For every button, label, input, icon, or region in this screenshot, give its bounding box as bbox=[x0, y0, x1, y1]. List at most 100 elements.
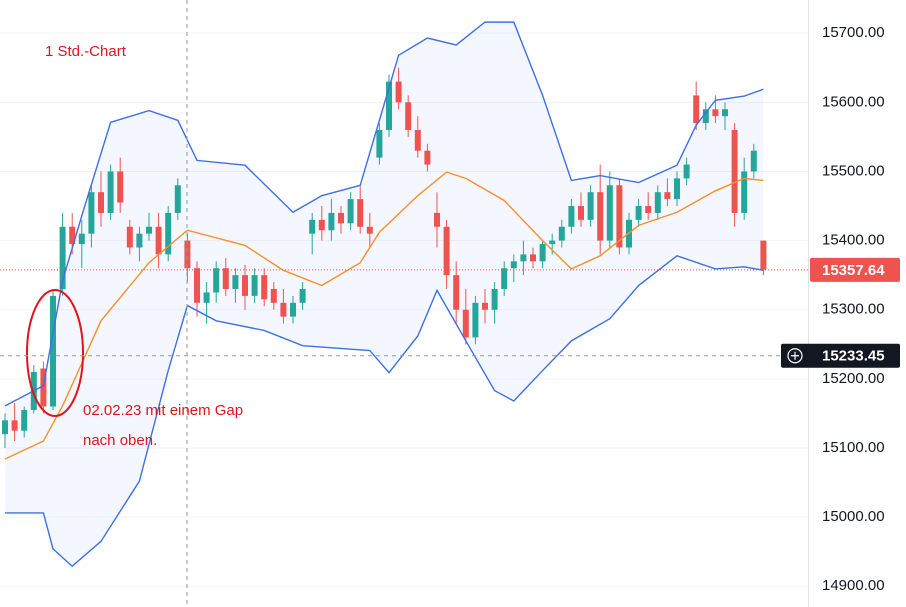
candles bbox=[2, 67, 767, 448]
candle-body bbox=[165, 212, 172, 255]
y-tick-label: 15400.00 bbox=[822, 232, 885, 249]
candle-body bbox=[530, 254, 536, 262]
y-tick-label: 15500.00 bbox=[822, 162, 885, 179]
grid bbox=[0, 32, 808, 587]
candle-body bbox=[117, 171, 124, 203]
candle-body bbox=[674, 178, 680, 200]
candle-body bbox=[414, 129, 421, 151]
candle-body bbox=[702, 109, 709, 124]
annotation: 02.02.23 mit einem Gap bbox=[83, 402, 243, 419]
candle-body bbox=[366, 226, 373, 234]
candle-body bbox=[616, 185, 623, 248]
candle-body bbox=[290, 302, 296, 317]
highlight-ellipse bbox=[26, 289, 84, 417]
candle-body bbox=[40, 368, 47, 407]
last-price-box bbox=[810, 257, 900, 282]
y-tick-label: 14900.00 bbox=[822, 577, 885, 594]
candle-body bbox=[578, 206, 584, 220]
candle-body bbox=[395, 81, 402, 103]
candle-body bbox=[683, 164, 690, 179]
candle-body bbox=[760, 240, 767, 270]
candle-body bbox=[107, 171, 114, 213]
plus-icon bbox=[787, 348, 803, 364]
candle-body bbox=[434, 212, 440, 227]
annotation: 1 Std.-Chart bbox=[45, 43, 127, 60]
price-axis-bg bbox=[808, 0, 906, 607]
candle-body bbox=[184, 240, 191, 269]
candle-body bbox=[50, 295, 56, 407]
candle-body bbox=[261, 275, 268, 300]
candle-body bbox=[606, 185, 613, 241]
candle-body bbox=[635, 206, 642, 220]
candle-body bbox=[654, 192, 661, 213]
candle-body bbox=[59, 226, 66, 289]
candle-body bbox=[645, 206, 652, 213]
candle-body bbox=[270, 288, 277, 303]
candle-body bbox=[203, 292, 210, 303]
candle-body bbox=[328, 212, 335, 231]
candle-body bbox=[376, 129, 383, 158]
crosshair-box bbox=[781, 343, 900, 368]
band-line bbox=[5, 255, 764, 568]
candle-body bbox=[78, 233, 85, 245]
candle-body bbox=[386, 81, 392, 130]
candle-body bbox=[347, 199, 354, 224]
candle-body bbox=[664, 192, 671, 200]
candle-body bbox=[712, 109, 719, 117]
candle-body bbox=[11, 420, 18, 431]
candle-body bbox=[520, 254, 527, 262]
candle-body bbox=[309, 219, 316, 234]
candle-body bbox=[232, 275, 239, 289]
plus-icon bbox=[791, 351, 799, 360]
y-tick-label: 15300.00 bbox=[822, 301, 885, 318]
candle-body bbox=[136, 233, 143, 248]
candle-body bbox=[443, 226, 450, 276]
y-tick-label: 15600.00 bbox=[822, 93, 885, 110]
last-price-label: 15357.64 bbox=[822, 262, 885, 279]
candle-body bbox=[98, 192, 104, 213]
band-line bbox=[4, 171, 764, 460]
candle-body bbox=[750, 150, 757, 172]
candle-body bbox=[194, 268, 200, 303]
candle-body bbox=[251, 275, 258, 296]
candle-body bbox=[693, 95, 700, 124]
candle-body bbox=[338, 212, 344, 224]
candle-body bbox=[482, 302, 488, 310]
crosshair-label: 15233.45 bbox=[822, 348, 885, 365]
candle-body bbox=[318, 219, 325, 231]
candle-body bbox=[539, 244, 546, 262]
candle-body bbox=[731, 129, 738, 213]
candle-body bbox=[558, 226, 565, 241]
candle-body bbox=[424, 150, 431, 165]
candle-body bbox=[69, 226, 76, 245]
candle-body bbox=[21, 409, 28, 431]
candle-body bbox=[2, 420, 8, 435]
candle-body bbox=[568, 206, 575, 227]
annotation: nach oben. bbox=[83, 432, 157, 449]
candle-body bbox=[174, 185, 181, 213]
candle-body bbox=[222, 268, 229, 289]
candle-body bbox=[453, 275, 460, 310]
y-tick-label: 15200.00 bbox=[822, 370, 885, 387]
candle-body bbox=[242, 275, 248, 296]
candle-body bbox=[126, 226, 133, 248]
candle-body bbox=[510, 261, 517, 269]
candle-body bbox=[280, 302, 287, 317]
candle-body bbox=[146, 226, 152, 234]
y-tick-label: 15000.00 bbox=[822, 508, 885, 525]
price-axis: 14900.00 15000.00 15100.00 15200.00 15300.00… bbox=[822, 24, 885, 594]
candle-body bbox=[549, 240, 556, 245]
y-tick-label: 15700.00 bbox=[822, 24, 885, 41]
candle-body bbox=[462, 309, 469, 338]
band-fill bbox=[5, 22, 764, 567]
band-line bbox=[4, 21, 764, 407]
candle-body bbox=[155, 226, 162, 255]
candle-body bbox=[501, 268, 508, 289]
candle-body bbox=[722, 109, 728, 117]
candle-body bbox=[213, 268, 220, 293]
candle-body bbox=[88, 192, 95, 234]
candle-body bbox=[405, 102, 412, 130]
candle-body bbox=[741, 171, 748, 213]
band-area bbox=[5, 22, 764, 567]
